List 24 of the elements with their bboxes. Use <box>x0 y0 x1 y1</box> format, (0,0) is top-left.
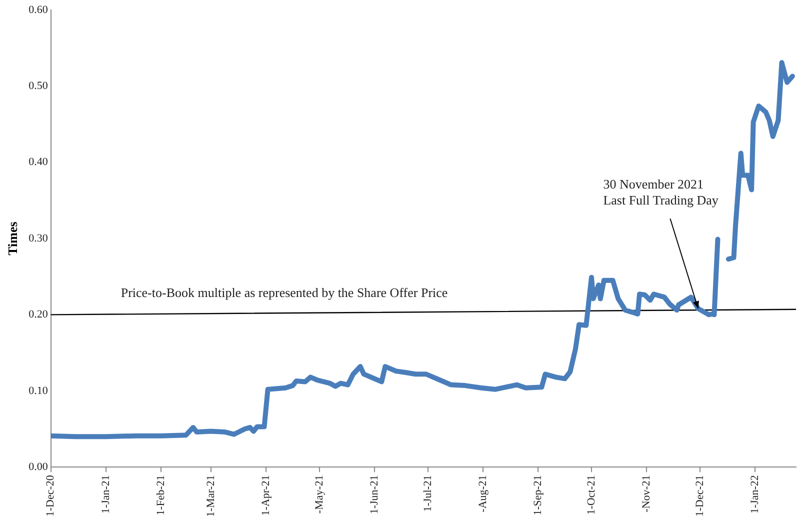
y-tick-label: 0.40 <box>28 156 48 168</box>
x-tick-label: 1-Jun-21 <box>368 475 380 514</box>
x-tick-label: 1-Sep-21 <box>532 475 544 516</box>
y-axis-title: Times <box>5 222 20 256</box>
x-tick-label: 1-Jul-21 <box>422 475 434 512</box>
x-tick-label: -May-21 <box>313 475 326 514</box>
x-tick-label: 1-Dec-21 <box>694 475 706 517</box>
y-tick-label: 0.30 <box>28 232 48 244</box>
x-tick-label: 1-Oct-21 <box>585 475 598 515</box>
x-tick-label: 1-Apr-21 <box>260 475 272 516</box>
x-tick-label: 1-Dec-20 <box>44 474 57 517</box>
y-tick-label: 0.10 <box>28 384 48 397</box>
y-tick-label: 0.50 <box>28 80 48 92</box>
series-label: Price-to-Book multiple as represented by the Share Offer Price <box>120 285 448 300</box>
y-tick-label: 0.60 <box>28 4 48 16</box>
annotation: 30 November 2021 Last Full Trading Day <box>603 176 719 208</box>
x-tick-label: 1-Jan-21 <box>100 475 112 514</box>
x-tick-label: -Nov-21 <box>640 475 653 512</box>
x-tick-label: -Aug-21 <box>476 475 489 512</box>
y-tick-label: 0.20 <box>28 308 48 321</box>
x-tick-label: 1-Feb-21 <box>155 475 167 516</box>
y-tick-label: 0.00 <box>28 460 48 473</box>
x-tick-label: 1-Mar-21 <box>204 475 217 518</box>
x-tick-label: 1-Jan-22 <box>748 475 761 514</box>
